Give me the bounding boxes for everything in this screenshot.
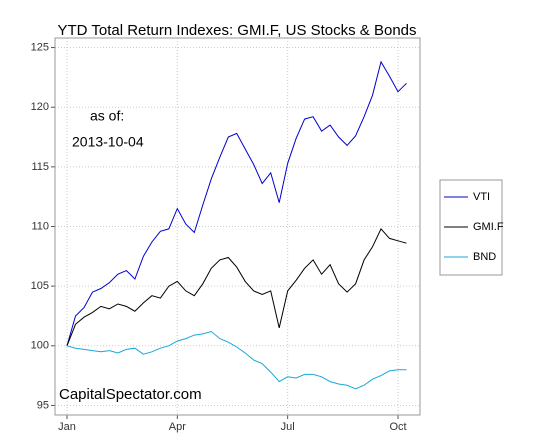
y-tick-label: 110 [31,220,49,232]
y-tick-label: 120 [31,101,49,113]
plot-border [54,37,421,416]
x-tick-label: Oct [389,421,406,433]
annotation: as of: [90,108,124,124]
annotation: CapitalSpectator.com [59,386,202,403]
x-tick-label: Jan [58,421,76,433]
legend-label: GMI.F [473,221,504,233]
series-line [66,330,407,390]
y-tick-label: 95 [37,399,49,411]
series-line [66,60,407,346]
y-tick-label: 100 [31,340,49,352]
chart-title: YTD Total Return Indexes: GMI.F, US Stoc… [57,22,416,39]
y-tick-label: 115 [31,161,49,173]
legend-label: BND [473,251,496,263]
x-tick-label: Jul [281,421,295,433]
x-tick-label: Apr [169,421,186,433]
annotation: 2013-10-04 [72,134,144,150]
y-tick-label: 105 [31,280,49,292]
y-tick-label: 125 [31,41,49,53]
legend-label: VTI [473,191,490,203]
series-line [66,228,407,346]
